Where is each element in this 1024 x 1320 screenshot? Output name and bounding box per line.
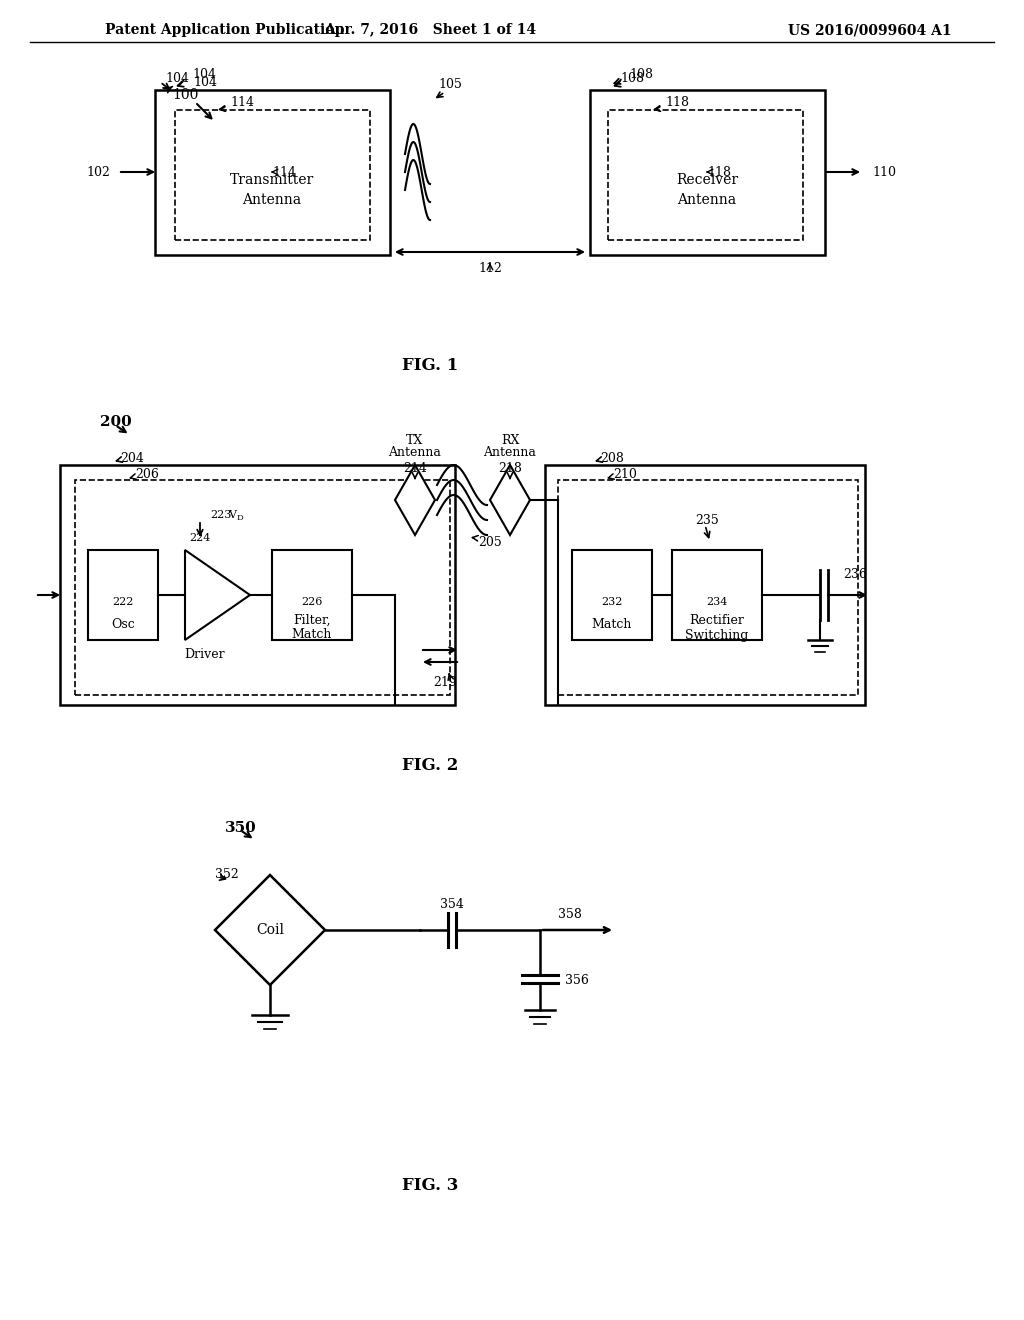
Text: 236: 236	[843, 569, 867, 582]
Text: 358: 358	[558, 908, 582, 921]
Text: FIG. 1: FIG. 1	[401, 356, 458, 374]
Bar	[155, 90, 390, 255]
Text: 234: 234	[707, 597, 728, 607]
Text: 114: 114	[272, 165, 296, 178]
Text: Patent Application Publication: Patent Application Publication	[105, 22, 345, 37]
Text: 104: 104	[165, 71, 189, 84]
Text: 104: 104	[193, 67, 216, 81]
Text: TX: TX	[407, 433, 424, 446]
Polygon shape	[490, 465, 530, 535]
Text: Antenna: Antenna	[678, 193, 736, 207]
Text: Antenna: Antenna	[388, 446, 441, 458]
Text: 108: 108	[629, 67, 653, 81]
Text: FIG. 2: FIG. 2	[401, 756, 458, 774]
Text: V: V	[228, 510, 236, 520]
Polygon shape	[185, 550, 250, 640]
Text: 206: 206	[135, 469, 159, 482]
Text: D: D	[237, 513, 244, 521]
Text: 235: 235	[695, 513, 719, 527]
Text: 218: 218	[498, 462, 522, 474]
Text: Switching: Switching	[685, 628, 749, 642]
Text: 352: 352	[215, 869, 239, 882]
Text: Coil: Coil	[256, 923, 284, 937]
Text: 102: 102	[86, 165, 110, 178]
Text: Match: Match	[592, 619, 632, 631]
Text: Receiver: Receiver	[676, 173, 738, 187]
Bar	[572, 550, 652, 640]
Text: 219: 219	[433, 676, 457, 689]
Bar	[60, 465, 455, 705]
Text: 223: 223	[210, 510, 231, 520]
Bar	[590, 90, 825, 255]
Text: RX: RX	[501, 433, 519, 446]
Text: 118: 118	[707, 165, 731, 178]
Text: 104: 104	[193, 75, 217, 88]
Text: Driver: Driver	[184, 648, 225, 661]
Bar	[608, 110, 803, 240]
Text: 110: 110	[872, 165, 896, 178]
Text: Antenna: Antenna	[243, 193, 301, 207]
Bar	[558, 480, 858, 696]
Bar	[545, 465, 865, 705]
Text: 200: 200	[100, 414, 132, 429]
Bar	[672, 550, 762, 640]
Text: Rectifier: Rectifier	[689, 614, 744, 627]
Text: Osc: Osc	[112, 619, 135, 631]
Text: 210: 210	[613, 469, 637, 482]
Text: 226: 226	[301, 597, 323, 607]
Text: 205: 205	[478, 536, 502, 549]
Text: Match: Match	[292, 628, 332, 642]
Text: FIG. 3: FIG. 3	[401, 1176, 458, 1193]
Text: 208: 208	[600, 451, 624, 465]
Text: Filter,: Filter,	[293, 614, 331, 627]
Bar	[88, 550, 158, 640]
Text: 112: 112	[478, 261, 502, 275]
Text: 222: 222	[113, 597, 134, 607]
Text: 105: 105	[438, 78, 462, 91]
Text: 350: 350	[225, 821, 257, 836]
Polygon shape	[395, 465, 435, 535]
Text: Transmitter: Transmitter	[229, 173, 314, 187]
Text: 118: 118	[665, 96, 689, 110]
Text: 114: 114	[230, 96, 254, 110]
Text: Apr. 7, 2016   Sheet 1 of 14: Apr. 7, 2016 Sheet 1 of 14	[324, 22, 536, 37]
Text: 204: 204	[120, 451, 144, 465]
Text: 100: 100	[172, 88, 199, 102]
Text: US 2016/0099604 A1: US 2016/0099604 A1	[788, 22, 952, 37]
Bar	[175, 110, 370, 240]
Text: 356: 356	[565, 974, 589, 986]
Bar	[272, 550, 352, 640]
Text: Antenna: Antenna	[483, 446, 537, 458]
Text: 108: 108	[620, 71, 644, 84]
Bar	[75, 480, 450, 696]
Text: 224: 224	[189, 533, 211, 543]
Text: 232: 232	[601, 597, 623, 607]
Polygon shape	[215, 875, 325, 985]
Text: 214: 214	[403, 462, 427, 474]
Text: 354: 354	[440, 899, 464, 912]
